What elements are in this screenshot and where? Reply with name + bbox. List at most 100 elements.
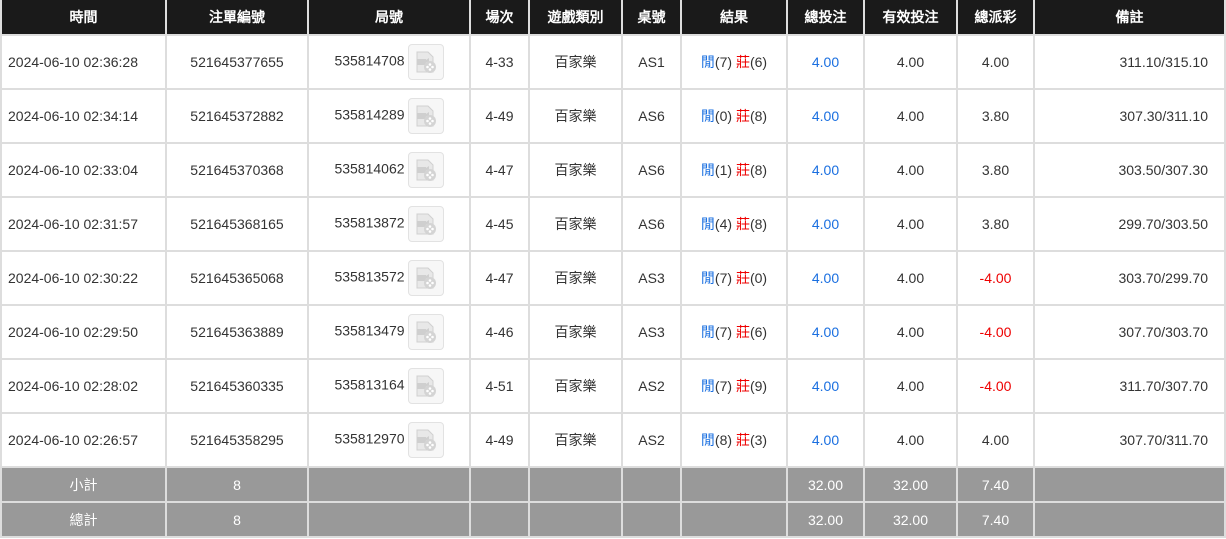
game-type: 百家樂 — [528, 250, 623, 306]
subtotal-row: 小計 8 32.00 32.00 7.40 — [0, 466, 1226, 503]
bet-time: 2024-06-10 02:29:50 — [0, 304, 167, 360]
table-row: 2024-06-10 02:28:02 521645360335 5358131… — [0, 358, 1226, 414]
round-cell: 535814289 — [307, 88, 471, 144]
column-header: 場次 — [469, 0, 530, 36]
total-bet: 4.00 — [786, 196, 865, 252]
shoe: 4-47 — [469, 250, 530, 306]
payout: 3.80 — [956, 142, 1035, 198]
result: 閒(7) 莊(6) — [680, 304, 788, 360]
valid-bet: 4.00 — [863, 250, 958, 306]
player-label: 閒 — [700, 162, 715, 178]
column-header: 時間 — [0, 0, 167, 36]
result: 閒(8) 莊(3) — [680, 412, 788, 468]
balance-note: 307.30/311.10 — [1033, 88, 1226, 144]
payout: 3.80 — [956, 196, 1035, 252]
total-bet: 4.00 — [786, 250, 865, 306]
balance-note: 299.70/303.50 — [1033, 196, 1226, 252]
column-header: 總派彩 — [956, 0, 1035, 36]
balance-note: 307.70/303.70 — [1033, 304, 1226, 360]
table-row: 2024-06-10 02:29:50 521645363889 5358134… — [0, 304, 1226, 360]
shoe: 4-46 — [469, 304, 530, 360]
result: 閒(0) 莊(8) — [680, 88, 788, 144]
banker-score: (9) — [749, 378, 768, 394]
player-score: (0) — [714, 108, 733, 124]
table-row: 2024-06-10 02:34:14 521645372882 5358142… — [0, 88, 1226, 144]
player-label: 閒 — [700, 324, 715, 340]
grandtotal-valid: 32.00 — [863, 501, 958, 538]
subtotal-label: 小計 — [0, 466, 167, 503]
table-row: 2024-06-10 02:26:57 521645358295 5358129… — [0, 412, 1226, 468]
banker-score: (6) — [749, 54, 768, 70]
valid-bet: 4.00 — [863, 358, 958, 414]
balance-note: 303.50/307.30 — [1033, 142, 1226, 198]
round-id: 535814708 — [334, 52, 405, 69]
total-bet: 4.00 — [786, 358, 865, 414]
video-replay-icon[interactable] — [407, 314, 444, 350]
table-id: AS6 — [621, 88, 682, 144]
game-type: 百家樂 — [528, 34, 623, 90]
game-type: 百家樂 — [528, 142, 623, 198]
shoe: 4-33 — [469, 34, 530, 90]
player-label: 閒 — [700, 270, 715, 286]
banker-score: (3) — [749, 432, 768, 448]
banker-score: (6) — [749, 324, 768, 340]
video-replay-icon[interactable] — [407, 206, 444, 242]
banker-label: 莊 — [735, 108, 750, 124]
table-header: 時間 注單編號 局號 場次 遊戲類別 桌號 結果 總投注 有效投注 總派彩 備註 — [0, 0, 1226, 36]
bet-id: 521645377655 — [165, 34, 309, 90]
bet-time: 2024-06-10 02:34:14 — [0, 88, 167, 144]
video-replay-icon[interactable] — [407, 152, 444, 188]
subtotal-valid: 32.00 — [863, 466, 958, 503]
table-row: 2024-06-10 02:36:28 521645377655 5358147… — [0, 34, 1226, 90]
banker-score: (8) — [749, 108, 768, 124]
grandtotal-count: 8 — [165, 501, 309, 538]
valid-bet: 4.00 — [863, 88, 958, 144]
video-replay-icon[interactable] — [407, 422, 444, 458]
video-replay-icon[interactable] — [407, 368, 444, 404]
total-bet: 4.00 — [786, 34, 865, 90]
payout: -4.00 — [956, 358, 1035, 414]
column-header: 有效投注 — [863, 0, 958, 36]
table-row: 2024-06-10 02:33:04 521645370368 5358140… — [0, 142, 1226, 198]
player-label: 閒 — [700, 108, 715, 124]
round-cell: 535814062 — [307, 142, 471, 198]
bet-id: 521645370368 — [165, 142, 309, 198]
total-bet: 4.00 — [786, 88, 865, 144]
column-header: 局號 — [307, 0, 471, 36]
bet-id: 521645368165 — [165, 196, 309, 252]
player-score: (8) — [714, 432, 733, 448]
video-replay-icon[interactable] — [407, 260, 444, 296]
result: 閒(7) 莊(6) — [680, 34, 788, 90]
game-type: 百家樂 — [528, 358, 623, 414]
bet-time: 2024-06-10 02:36:28 — [0, 34, 167, 90]
player-label: 閒 — [700, 432, 715, 448]
banker-label: 莊 — [735, 54, 750, 70]
round-id: 535813572 — [334, 268, 405, 285]
payout: 3.80 — [956, 88, 1035, 144]
balance-note: 311.70/307.70 — [1033, 358, 1226, 414]
video-replay-icon[interactable] — [407, 98, 444, 134]
grandtotal-payout: 7.40 — [956, 501, 1035, 538]
player-score: (7) — [714, 270, 733, 286]
game-type: 百家樂 — [528, 304, 623, 360]
bet-id: 521645365068 — [165, 250, 309, 306]
balance-note: 311.10/315.10 — [1033, 34, 1226, 90]
player-score: (7) — [714, 378, 733, 394]
total-bet: 4.00 — [786, 142, 865, 198]
payout: 4.00 — [956, 34, 1035, 90]
round-cell: 535813479 — [307, 304, 471, 360]
player-label: 閒 — [700, 54, 715, 70]
table-row: 2024-06-10 02:30:22 521645365068 5358135… — [0, 250, 1226, 306]
subtotal-payout: 7.40 — [956, 466, 1035, 503]
balance-note: 303.70/299.70 — [1033, 250, 1226, 306]
game-type: 百家樂 — [528, 88, 623, 144]
table-row: 2024-06-10 02:31:57 521645368165 5358138… — [0, 196, 1226, 252]
shoe: 4-47 — [469, 142, 530, 198]
result: 閒(7) 莊(0) — [680, 250, 788, 306]
video-replay-icon[interactable] — [407, 44, 444, 80]
valid-bet: 4.00 — [863, 196, 958, 252]
column-header: 結果 — [680, 0, 788, 36]
shoe: 4-51 — [469, 358, 530, 414]
bet-id: 521645358295 — [165, 412, 309, 468]
